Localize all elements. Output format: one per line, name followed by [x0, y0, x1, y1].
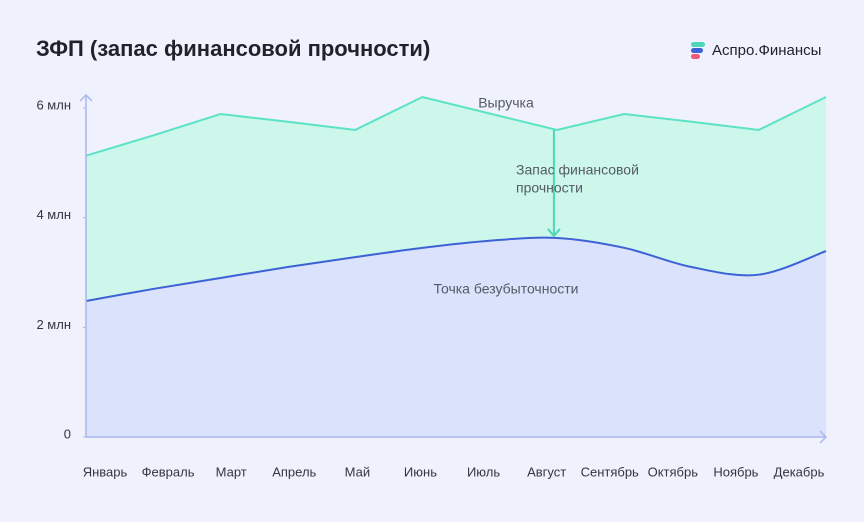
x-tick-label: Ноябрь — [713, 464, 758, 479]
series-line — [85, 236, 827, 302]
x-tick-label: Август — [527, 464, 566, 479]
chart-title: ЗФП (запас финансовой прочности) — [36, 36, 430, 61]
y-tick-label: 4 млн — [36, 207, 71, 222]
brand-logo — [691, 42, 705, 59]
x-tick-label: Сентябрь — [581, 464, 639, 479]
annotation: прочности — [516, 180, 583, 196]
x-tick-label: Октябрь — [648, 464, 699, 479]
x-tick-label: Июль — [467, 464, 500, 479]
y-axis-arrow — [79, 93, 93, 102]
series-label: Точка безубыточности — [434, 281, 579, 297]
x-tick-label: Март — [216, 464, 247, 479]
margin-arrow-head — [547, 228, 561, 238]
x-tick-label: Январь — [83, 464, 128, 479]
annotation: Запас финансовой — [516, 162, 639, 178]
y-tick-label: 0 — [64, 426, 71, 441]
x-tick-label: Апрель — [272, 464, 316, 479]
series-label: Выручка — [478, 95, 534, 111]
series-area — [86, 237, 826, 437]
y-tick-label: 2 млн — [36, 317, 71, 332]
series-line — [85, 95, 827, 157]
x-tick-label: Февраль — [142, 464, 195, 479]
x-tick-label: Июнь — [404, 464, 437, 479]
y-tick-label: 6 млн — [36, 97, 71, 112]
x-tick-label: Декабрь — [774, 464, 825, 479]
brand-name: Аспро.Финансы — [712, 42, 821, 59]
x-axis-arrow — [819, 430, 828, 444]
x-tick-label: Май — [345, 464, 370, 479]
